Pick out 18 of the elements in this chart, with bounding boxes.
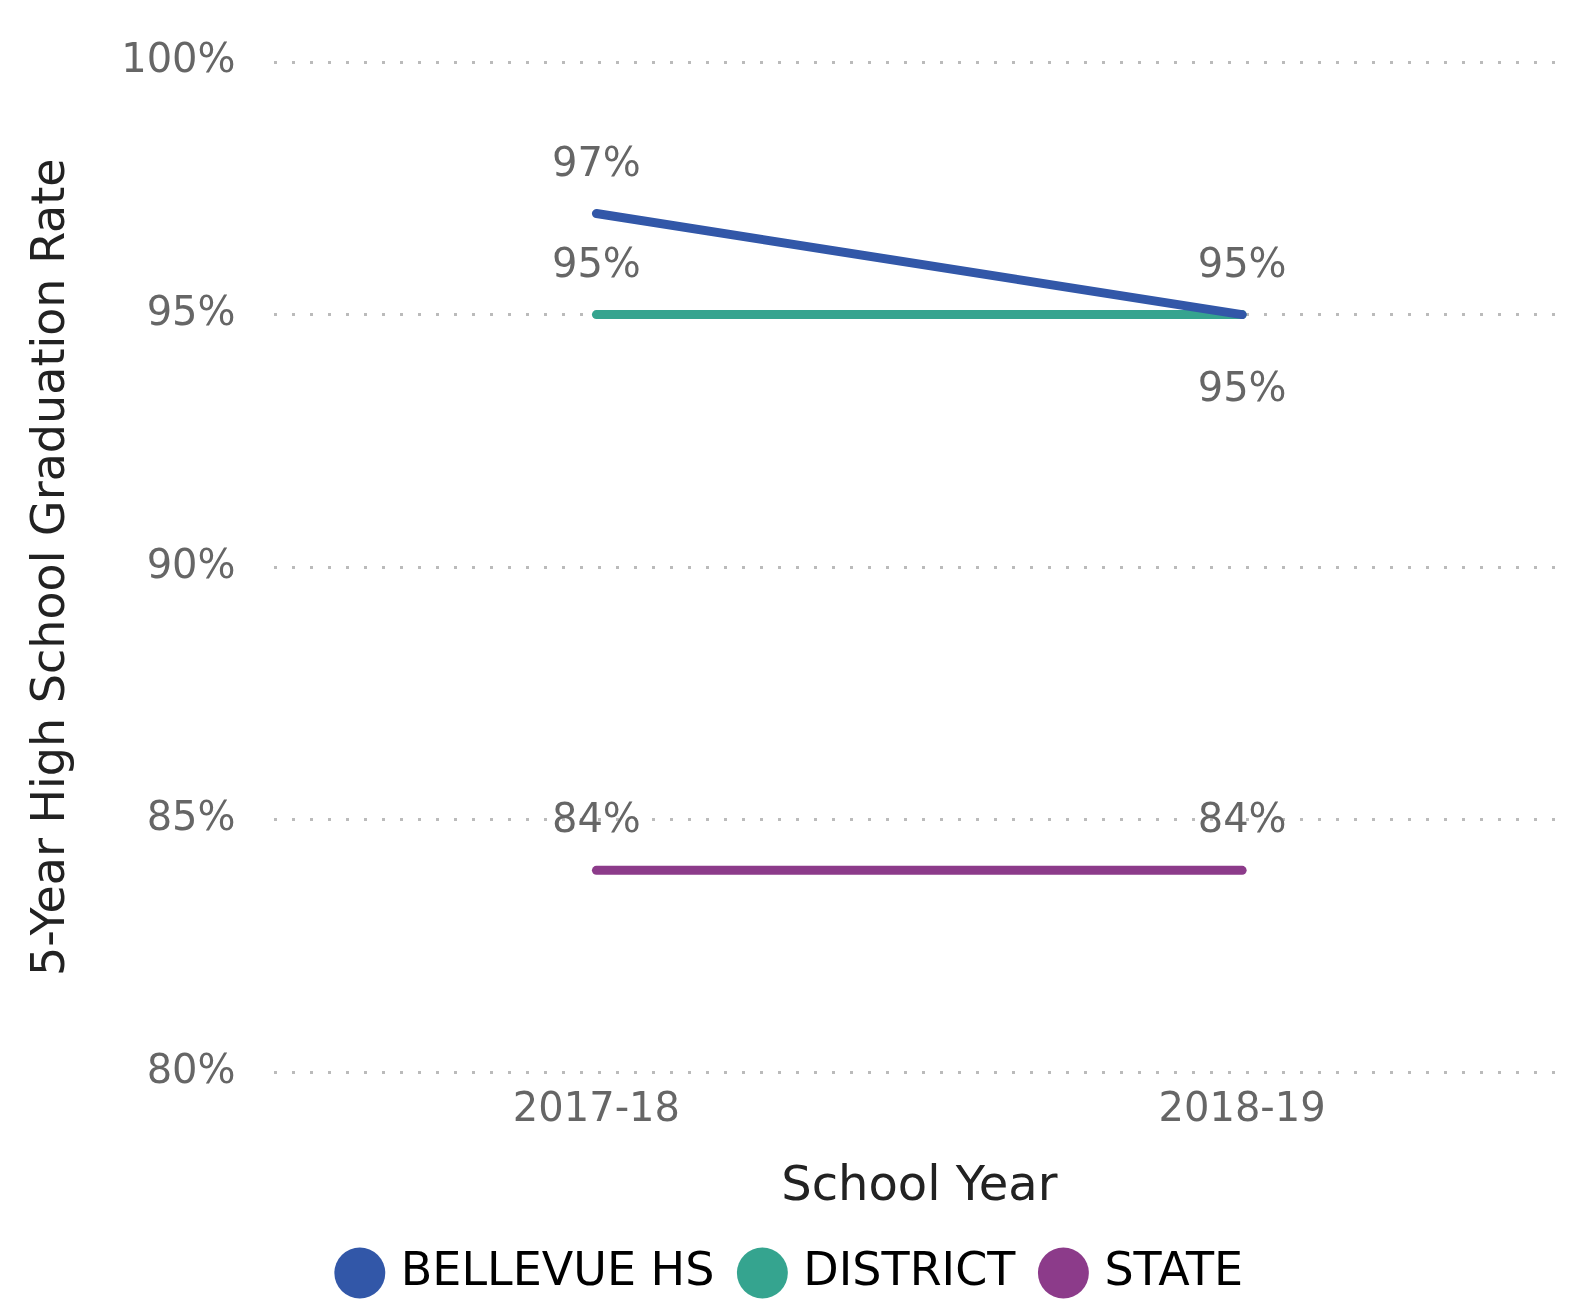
- y-tick-label: 100%: [121, 35, 236, 82]
- data-label: 84%: [551, 795, 641, 842]
- data-label: 95%: [1197, 239, 1287, 286]
- data-label: 84%: [1197, 795, 1287, 842]
- data-label: 97%: [551, 138, 641, 185]
- legend-label: DISTRICT: [803, 1241, 1017, 1296]
- data-label: 95%: [551, 239, 641, 286]
- y-tick-label: 90%: [146, 540, 236, 587]
- y-tick-label: 85%: [146, 793, 236, 840]
- y-tick-label: 95%: [146, 287, 236, 334]
- legend-label: STATE: [1104, 1241, 1244, 1296]
- x-axis-title: School Year: [781, 1154, 1058, 1211]
- x-tick-label: 2017-18: [512, 1083, 680, 1130]
- data-label: 95%: [1197, 363, 1287, 410]
- y-tick-label: 80%: [146, 1045, 236, 1092]
- x-tick-label: 2018-19: [1158, 1083, 1326, 1130]
- y-axis-title: 5-Year High School Graduation Rate: [20, 158, 75, 976]
- legend-label: BELLEVUE HS: [400, 1241, 715, 1296]
